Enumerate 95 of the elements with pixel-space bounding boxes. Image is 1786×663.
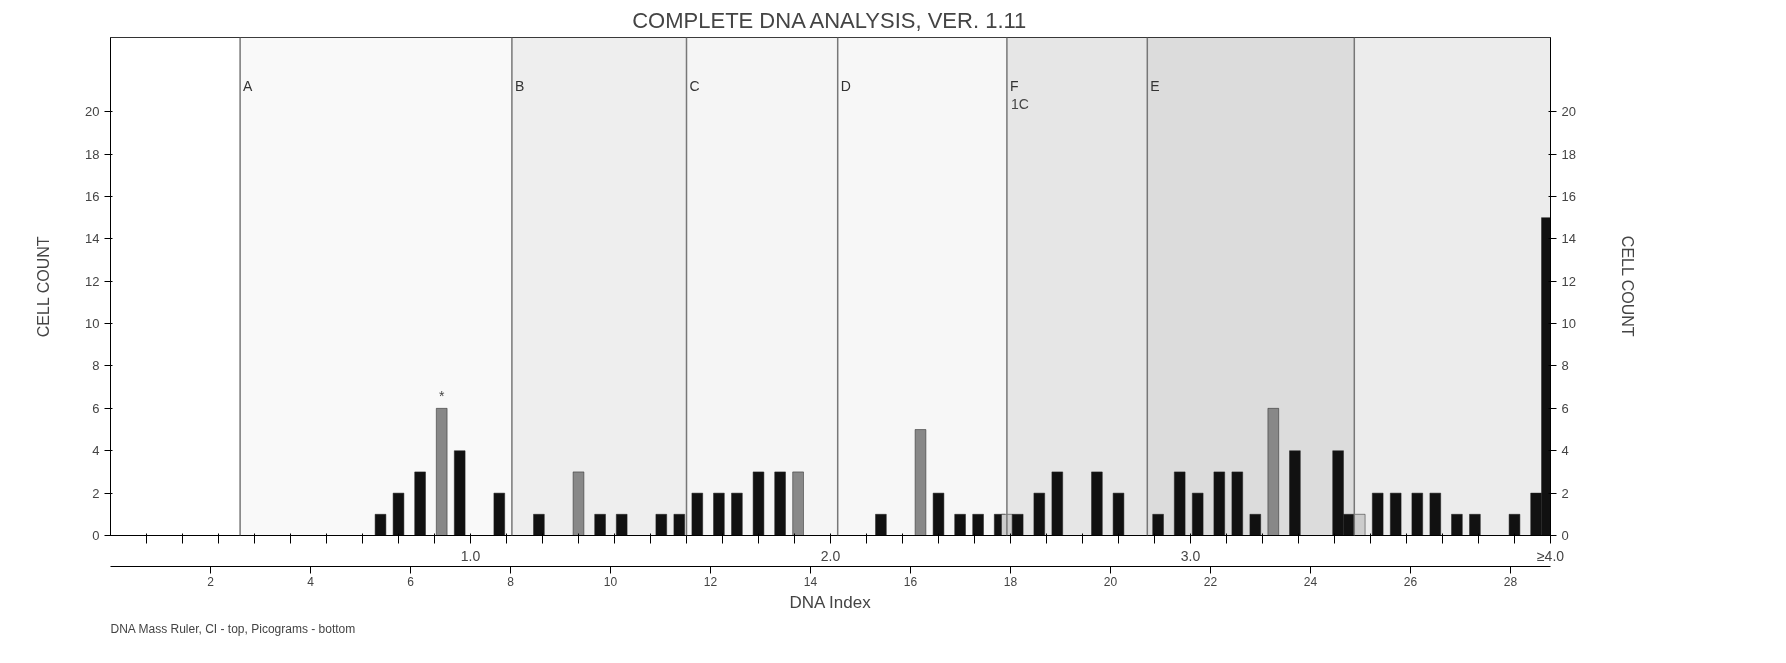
bar bbox=[655, 514, 667, 536]
y2-tick-label: 10 bbox=[1561, 316, 1576, 332]
x2-tick-label: 2 bbox=[207, 574, 215, 589]
ref-line-label: D bbox=[840, 77, 851, 94]
bar bbox=[1051, 471, 1063, 536]
annotation: 1C bbox=[1010, 95, 1029, 112]
bar bbox=[954, 514, 966, 536]
y2-tick-label: 0 bbox=[1561, 528, 1569, 543]
bar bbox=[1192, 492, 1204, 536]
bar bbox=[1390, 492, 1402, 536]
bar bbox=[436, 408, 448, 536]
x2-tick-label: 4 bbox=[307, 574, 315, 589]
ref-line-label: F bbox=[1009, 77, 1019, 94]
x2-tick-label: 16 bbox=[903, 574, 918, 589]
x2-tick-label: 26 bbox=[1403, 574, 1418, 589]
x-tick-label: 2.0 bbox=[820, 547, 841, 564]
bar bbox=[875, 514, 887, 536]
chart-title: COMPLETE DNA ANALYSIS, VER. 1.11 bbox=[632, 7, 1027, 33]
bar bbox=[414, 471, 426, 536]
ref-line-label: B bbox=[514, 77, 525, 94]
bar bbox=[914, 429, 927, 536]
bar bbox=[533, 514, 545, 536]
x2-tick-label: 20 bbox=[1103, 574, 1118, 589]
bar bbox=[594, 514, 606, 536]
y2-tick-label: 8 bbox=[1561, 358, 1569, 374]
x2-tick-label: 24 bbox=[1303, 574, 1318, 589]
y-tick-label: 4 bbox=[92, 443, 100, 459]
y2-tick-label: 6 bbox=[1561, 400, 1569, 416]
bar bbox=[1451, 514, 1463, 536]
bar bbox=[374, 514, 387, 536]
x2-tick-label: 10 bbox=[603, 574, 618, 589]
x2-tick-label: 12 bbox=[703, 574, 718, 589]
x2-tick-label: 6 bbox=[407, 574, 415, 589]
ref-line-label: C bbox=[689, 77, 700, 94]
y2-tick-label: 14 bbox=[1561, 231, 1576, 247]
y-tick-label: 10 bbox=[85, 316, 100, 332]
bar bbox=[454, 450, 466, 536]
annotation: * bbox=[438, 388, 445, 405]
bar bbox=[1289, 450, 1301, 536]
y-tick-label: 12 bbox=[85, 273, 100, 289]
y-tick-label: 18 bbox=[85, 146, 100, 162]
y-tick-label: 0 bbox=[92, 528, 100, 543]
bar bbox=[1411, 492, 1423, 536]
x-tick-label: 3.0 bbox=[1180, 547, 1201, 564]
y2-tick-label: 2 bbox=[1561, 485, 1569, 501]
x2-tick-label: 18 bbox=[1003, 574, 1018, 589]
y-tick-label: 2 bbox=[92, 485, 100, 501]
y-tick-label: 6 bbox=[92, 400, 100, 416]
y2-tick-label: 12 bbox=[1561, 273, 1576, 289]
bar bbox=[1469, 514, 1481, 536]
bar bbox=[673, 514, 685, 536]
x2-tick-label: 8 bbox=[507, 574, 515, 589]
bar bbox=[1372, 492, 1384, 536]
bar bbox=[972, 514, 984, 536]
bar bbox=[1429, 492, 1441, 536]
bar bbox=[713, 492, 725, 536]
y-tick-label: 20 bbox=[85, 104, 100, 120]
y2-tick-label: 18 bbox=[1561, 146, 1576, 162]
bar bbox=[774, 471, 786, 536]
x2-tick-label: 14 bbox=[803, 574, 818, 589]
bar bbox=[792, 471, 804, 536]
bar bbox=[493, 492, 505, 536]
y-tick-label: 16 bbox=[85, 188, 100, 204]
y2-tick-label: 20 bbox=[1561, 104, 1576, 120]
x-axis-title: DNA Index bbox=[789, 592, 872, 612]
bar bbox=[1091, 471, 1103, 536]
ref-line-label: A bbox=[243, 77, 254, 94]
bar bbox=[1213, 471, 1225, 536]
bar bbox=[1249, 514, 1261, 536]
bar bbox=[691, 492, 703, 536]
bar bbox=[392, 492, 405, 536]
y-axis-title: CELL COUNT bbox=[35, 236, 53, 338]
bar bbox=[1033, 492, 1045, 536]
x2-tick-label: 22 bbox=[1203, 574, 1218, 589]
bar bbox=[1112, 492, 1125, 536]
bar bbox=[1152, 514, 1164, 536]
bar bbox=[1267, 408, 1279, 536]
y2-tick-label: 16 bbox=[1561, 188, 1576, 204]
y2-axis-title: CELL COUNT bbox=[1618, 235, 1636, 337]
bar bbox=[731, 492, 743, 536]
ref-line-label: E bbox=[1150, 77, 1160, 94]
bar bbox=[932, 492, 945, 536]
text: DNA Mass Ruler, CI - top, Picograms - bottom bbox=[110, 621, 356, 636]
x-tick-label: ≥4.0 bbox=[1536, 547, 1565, 564]
bar bbox=[752, 471, 765, 536]
bar bbox=[1508, 514, 1521, 536]
bar bbox=[1174, 471, 1186, 536]
y-tick-label: 8 bbox=[92, 358, 100, 374]
y2-tick-label: 4 bbox=[1561, 443, 1569, 459]
y-tick-label: 14 bbox=[85, 231, 100, 247]
bar bbox=[572, 471, 585, 536]
bar bbox=[616, 514, 628, 536]
x-tick-label: 1.0 bbox=[460, 547, 481, 564]
bar bbox=[1231, 471, 1243, 536]
x2-tick-label: 28 bbox=[1503, 574, 1518, 589]
